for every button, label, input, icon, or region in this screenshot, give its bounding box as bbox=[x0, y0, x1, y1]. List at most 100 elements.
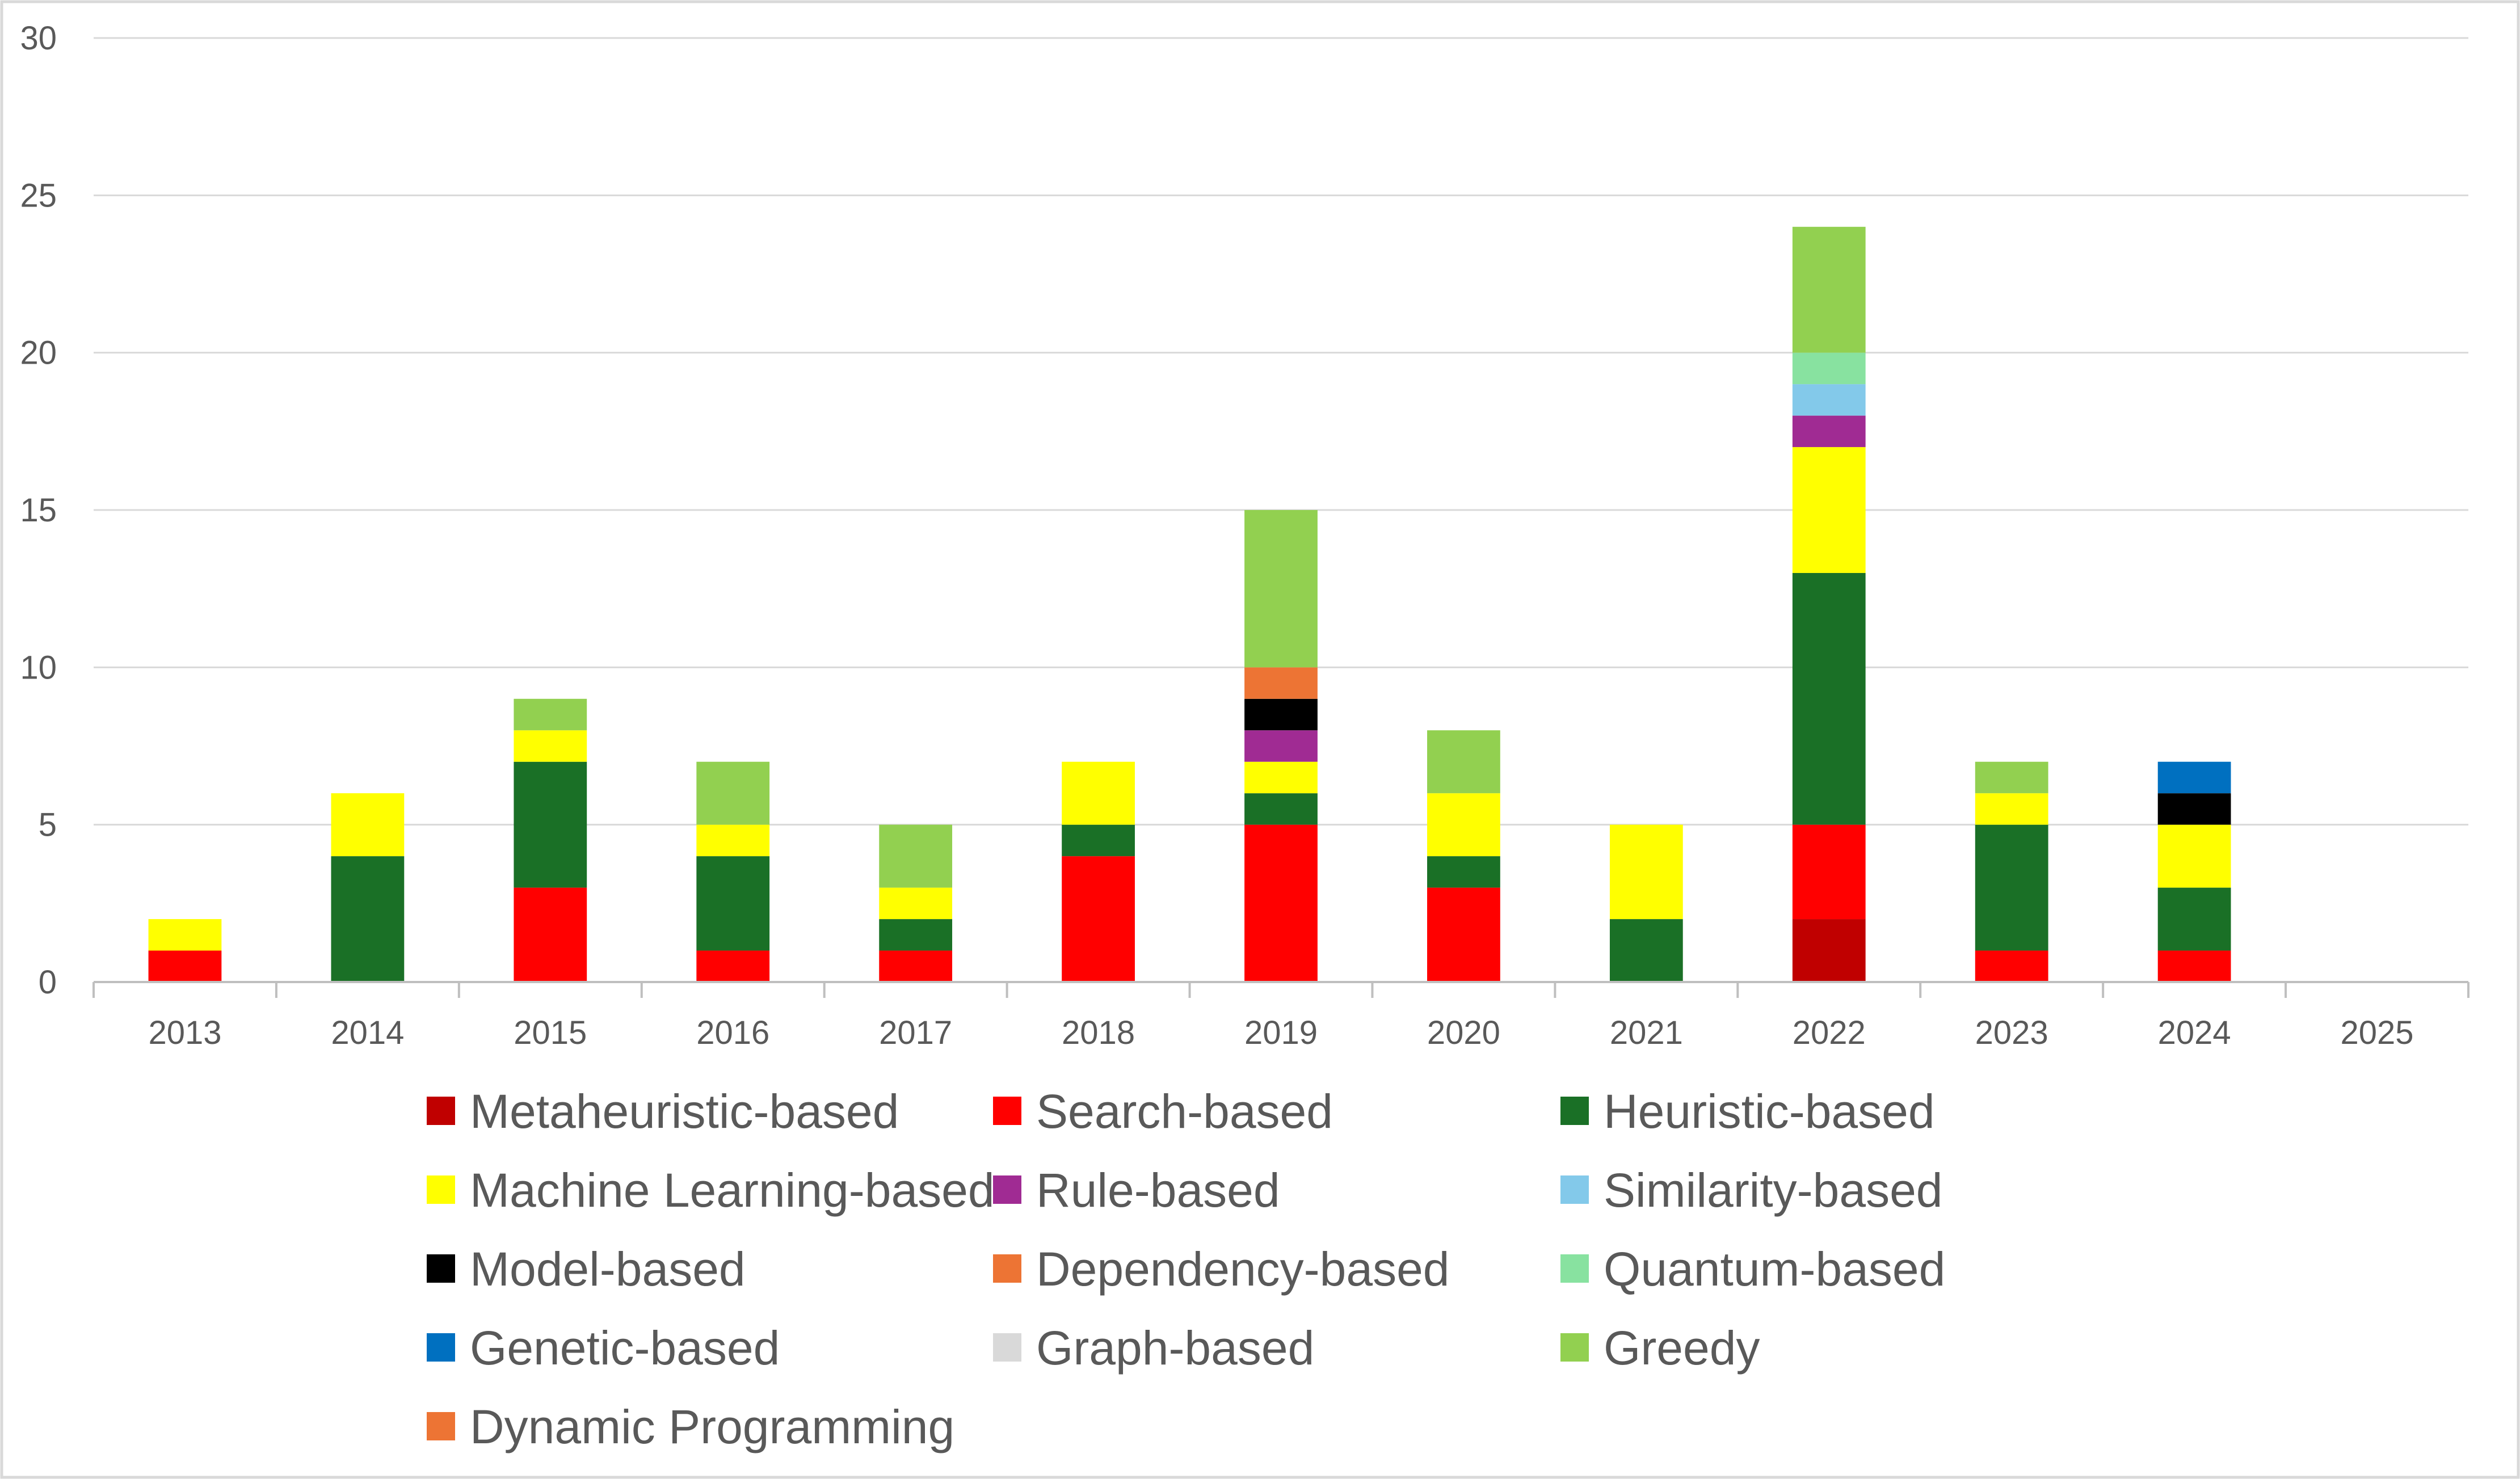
legend-label-similarity-based: Similarity-based bbox=[1604, 1164, 1943, 1217]
bar-2022-metaheuristic-based bbox=[1792, 919, 1866, 982]
legend-label-metaheuristic-based: Metaheuristic-based bbox=[470, 1085, 899, 1138]
y-tick-label-15: 15 bbox=[20, 492, 57, 529]
x-tick-label-2022: 2022 bbox=[1793, 1014, 1866, 1051]
bar-2016-heuristic-based bbox=[696, 856, 770, 951]
y-axis-labels: 0 5 10 15 20 25 30 bbox=[20, 20, 57, 1001]
y-tick-label-5: 5 bbox=[39, 807, 57, 844]
bar-2020-greedy bbox=[1427, 730, 1500, 794]
bar-2020-machine-learning-based bbox=[1427, 793, 1500, 857]
x-tick-label-2020: 2020 bbox=[1427, 1014, 1500, 1051]
legend-swatch-machine-learning-based bbox=[427, 1175, 455, 1204]
bar-2023-search-based bbox=[1975, 950, 2048, 982]
legend-swatch-similarity-based bbox=[1560, 1175, 1589, 1204]
bars bbox=[148, 226, 2231, 982]
bar-2015-heuristic-based bbox=[514, 761, 587, 888]
legend-label-graph-based: Graph-based bbox=[1036, 1321, 1314, 1375]
x-tick-label-2013: 2013 bbox=[148, 1014, 221, 1051]
y-tick-label-25: 25 bbox=[20, 177, 57, 214]
bar-2016-greedy bbox=[696, 761, 770, 825]
bar-2014-heuristic-based bbox=[331, 856, 405, 982]
bar-2017-greedy bbox=[879, 824, 953, 888]
x-tick-label-2019: 2019 bbox=[1244, 1014, 1318, 1051]
x-tick-label-2015: 2015 bbox=[514, 1014, 587, 1051]
legend-label-search-based: Search-based bbox=[1036, 1085, 1333, 1138]
legend-label-quantum-based: Quantum-based bbox=[1604, 1242, 1945, 1296]
bar-2015-machine-learning-based bbox=[514, 730, 587, 762]
bar-2017-heuristic-based bbox=[879, 919, 953, 951]
legend-swatch-greedy bbox=[1560, 1333, 1589, 1362]
bar-2019-greedy bbox=[1244, 510, 1318, 668]
legend-swatch-dynamic-programming bbox=[427, 1412, 455, 1440]
legend-label-model-based: Model-based bbox=[470, 1242, 746, 1296]
x-tick-label-2023: 2023 bbox=[1975, 1014, 2048, 1051]
legend-label-machine-learning-based: Machine Learning-based bbox=[470, 1164, 995, 1217]
bar-2024-heuristic-based bbox=[2157, 887, 2231, 951]
legend-label-dynamic-programming: Dynamic Programming bbox=[470, 1400, 954, 1453]
x-tick-label-2016: 2016 bbox=[696, 1014, 769, 1051]
bar-2020-heuristic-based bbox=[1427, 856, 1500, 888]
legend-swatch-rule-based bbox=[993, 1175, 1021, 1204]
bar-2015-search-based bbox=[514, 887, 587, 982]
bar-2021-machine-learning-based bbox=[1609, 824, 1683, 920]
gridlines bbox=[94, 37, 2468, 826]
bar-2022-machine-learning-based bbox=[1792, 447, 1866, 573]
bar-2013-machine-learning-based bbox=[148, 919, 222, 951]
bar-2017-search-based bbox=[879, 950, 953, 982]
bar-2019-search-based bbox=[1244, 824, 1318, 982]
legend-label-heuristic-based: Heuristic-based bbox=[1604, 1085, 1935, 1138]
y-tick-label-10: 10 bbox=[20, 649, 57, 686]
bar-2017-machine-learning-based bbox=[879, 887, 953, 920]
legend-swatch-graph-based bbox=[993, 1333, 1021, 1362]
legend-swatch-metaheuristic-based bbox=[427, 1097, 455, 1125]
legend-swatch-genetic-based bbox=[427, 1333, 455, 1362]
x-axis-ticks bbox=[92, 982, 2469, 998]
legend: Metaheuristic-based Search-based Heuristic… bbox=[427, 1085, 1945, 1453]
bar-2024-search-based bbox=[2157, 950, 2231, 982]
y-tick-label-0: 0 bbox=[39, 964, 57, 1001]
bar-2019-rule-based bbox=[1244, 730, 1318, 762]
bar-2019-model-based bbox=[1244, 698, 1318, 731]
bar-2021-heuristic-based bbox=[1609, 919, 1683, 982]
x-tick-label-2025: 2025 bbox=[2341, 1014, 2414, 1051]
bar-2024-machine-learning-based bbox=[2157, 824, 2231, 888]
legend-swatch-heuristic-based bbox=[1560, 1097, 1589, 1125]
legend-label-dependency-based: Dependency-based bbox=[1036, 1242, 1450, 1296]
bar-2022-greedy bbox=[1792, 226, 1866, 353]
bar-2022-similarity-based bbox=[1792, 384, 1866, 416]
bar-2018-heuristic-based bbox=[1062, 824, 1135, 857]
bar-2018-search-based bbox=[1062, 856, 1135, 982]
legend-label-greedy: Greedy bbox=[1604, 1321, 1760, 1375]
bar-2020-search-based bbox=[1427, 887, 1500, 982]
x-tick-label-2017: 2017 bbox=[879, 1014, 952, 1051]
x-tick-label-2021: 2021 bbox=[1610, 1014, 1683, 1051]
bar-2014-machine-learning-based bbox=[331, 793, 405, 857]
legend-swatch-dependency-based bbox=[993, 1254, 1021, 1283]
bar-2015-greedy bbox=[514, 698, 587, 731]
bar-2016-search-based bbox=[696, 950, 770, 982]
bar-2019-machine-learning-based bbox=[1244, 761, 1318, 794]
bar-2022-heuristic-based bbox=[1792, 572, 1866, 825]
x-tick-label-2014: 2014 bbox=[331, 1014, 404, 1051]
x-tick-label-2018: 2018 bbox=[1062, 1014, 1135, 1051]
legend-swatch-search-based bbox=[993, 1097, 1021, 1125]
bar-2019-heuristic-based bbox=[1244, 793, 1318, 825]
bar-2023-machine-learning-based bbox=[1975, 793, 2048, 825]
legend-swatch-model-based bbox=[427, 1254, 455, 1283]
bar-2022-quantum-based bbox=[1792, 352, 1866, 385]
bar-2019-dependency-based bbox=[1244, 667, 1318, 699]
y-tick-label-30: 30 bbox=[20, 20, 57, 57]
legend-swatch-quantum-based bbox=[1560, 1254, 1589, 1283]
bar-2023-heuristic-based bbox=[1975, 824, 2048, 951]
bar-2016-machine-learning-based bbox=[696, 824, 770, 857]
bar-2024-genetic-based bbox=[2157, 761, 2231, 794]
bar-2013-search-based bbox=[148, 950, 222, 982]
bar-2023-greedy bbox=[1975, 761, 2048, 794]
legend-label-rule-based: Rule-based bbox=[1036, 1164, 1280, 1217]
bar-2022-search-based bbox=[1792, 824, 1866, 920]
bar-2024-model-based bbox=[2157, 793, 2231, 825]
y-tick-label-20: 20 bbox=[20, 335, 57, 372]
bar-2018-machine-learning-based bbox=[1062, 761, 1135, 825]
legend-label-genetic-based: Genetic-based bbox=[470, 1321, 780, 1375]
x-tick-label-2024: 2024 bbox=[2158, 1014, 2231, 1051]
